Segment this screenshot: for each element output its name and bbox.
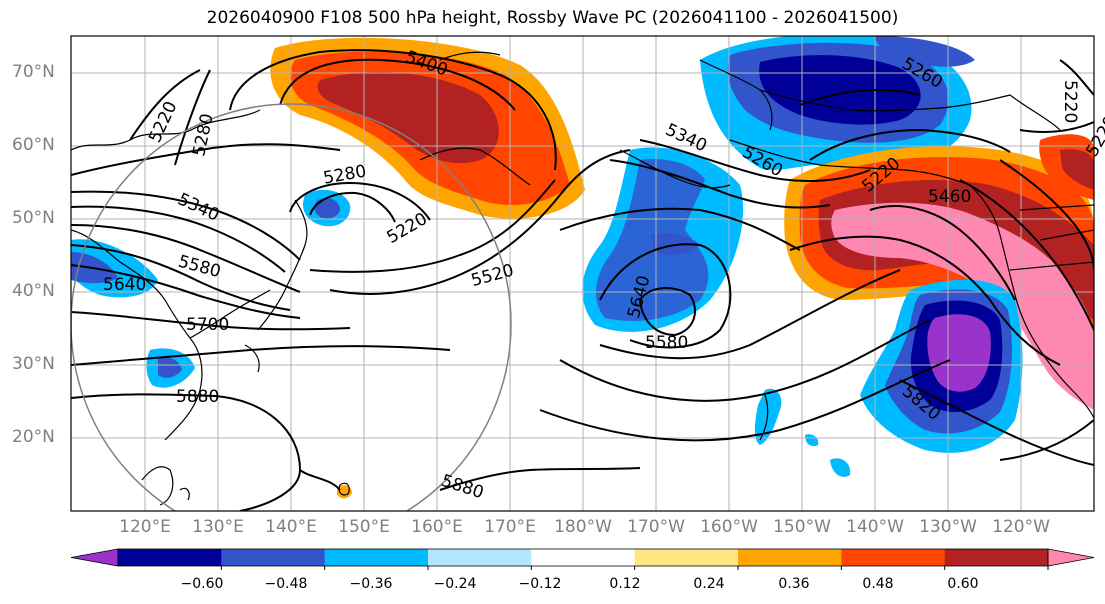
lat-label: 60°N — [12, 135, 55, 155]
lon-label: 160°E — [411, 517, 463, 537]
lon-label: 160°W — [700, 517, 758, 537]
colorbar-tick-label: −0.36 — [349, 576, 393, 592]
lon-label: 180°W — [554, 517, 612, 537]
colorbar-segment — [944, 549, 1049, 566]
lon-label: 150°W — [773, 517, 831, 537]
colorbar-tick-label: −0.60 — [180, 576, 224, 592]
graticule — [71, 36, 1094, 511]
height-contours — [71, 49, 1094, 511]
colorbar-segment — [738, 549, 842, 566]
radius-circle — [71, 103, 512, 511]
colorbar-tick-label: −0.12 — [518, 576, 562, 592]
colorbar-tick-label: 0.12 — [609, 576, 641, 592]
lon-label: 130°E — [192, 517, 244, 537]
lat-label: 50°N — [12, 208, 55, 228]
colorbar-tick-label: 0.48 — [862, 576, 894, 592]
colorbar-segment — [841, 549, 946, 566]
plot-frame — [70, 35, 1095, 512]
colorbar — [70, 548, 1095, 570]
colorbar-extend-high — [1047, 548, 1095, 567]
colorbar-tick-label: 0.60 — [947, 576, 979, 592]
contour-label: 5700 — [186, 315, 229, 335]
colorbar-segment — [634, 549, 739, 566]
lat-label: 20°N — [12, 427, 55, 447]
colorbar-segment — [324, 549, 429, 566]
lon-label: 120°E — [119, 517, 171, 537]
colorbar-segment — [531, 549, 636, 566]
contour-label: 5640 — [103, 275, 146, 295]
colorbar-extend-low — [70, 548, 119, 567]
colorbar-tick-label: 0.36 — [778, 576, 810, 592]
colorbar-segment — [428, 549, 532, 566]
lon-label: 170°E — [484, 517, 536, 537]
contour-label: 5460 — [928, 187, 971, 207]
contour-label: 5580 — [645, 333, 688, 353]
colorbar-tick-label: −0.24 — [433, 576, 477, 592]
colorbar-segment — [118, 549, 222, 566]
colorbar-tick-label: 0.24 — [693, 576, 725, 592]
map-title: 2026040900 F108 500 hPa height, Rossby W… — [206, 8, 899, 28]
coastlines — [71, 51, 1094, 506]
colorbar-segment — [221, 549, 326, 566]
lon-label: 140°E — [265, 517, 317, 537]
colorbar-frame — [117, 548, 1049, 567]
lat-label: 70°N — [12, 62, 55, 82]
lon-label: 170°W — [627, 517, 685, 537]
lat-label: 30°N — [12, 354, 55, 374]
lat-label: 40°N — [12, 281, 55, 301]
lon-label: 120°W — [992, 517, 1050, 537]
lon-label: 140°W — [846, 517, 904, 537]
lon-label: 150°E — [338, 517, 390, 537]
contour-label: 5880 — [176, 387, 219, 407]
colorbar-tick-label: −0.48 — [264, 576, 308, 592]
contour-label: 5220 — [1060, 80, 1080, 123]
lon-label: 130°W — [919, 517, 977, 537]
